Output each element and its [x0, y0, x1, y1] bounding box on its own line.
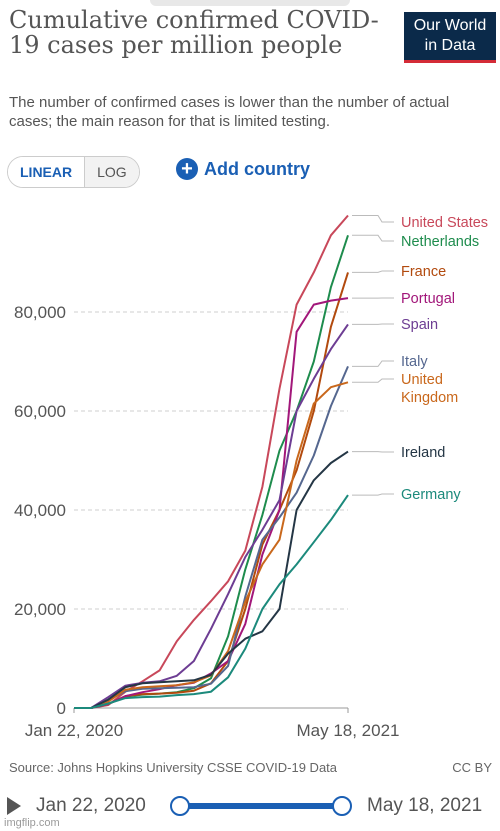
y-tick-label: 0 — [57, 699, 66, 718]
series-line-portugal[interactable] — [74, 297, 349, 709]
y-tick-label: 60,000 — [14, 402, 66, 421]
owid-logo[interactable]: Our World in Data — [404, 12, 496, 63]
series-line-ireland[interactable] — [74, 450, 349, 709]
timeline-end-label: May 18, 2021 — [367, 795, 483, 816]
label-leader-line — [352, 493, 394, 496]
chart-title: Cumulative confirmed COVID-19 cases per … — [9, 6, 379, 59]
license-label[interactable]: CC BY — [452, 760, 492, 775]
top-bar — [150, 0, 350, 6]
line-chart: 0 20,000 40,000 60,000 80,000 Jan 22, 2020 May… — [14, 214, 488, 740]
logo-line-1: Our World — [413, 17, 487, 34]
y-tick-label: 80,000 — [14, 303, 66, 322]
series-line-germany[interactable] — [74, 494, 349, 709]
watermark: imgflip.com — [4, 817, 60, 829]
linear-toggle-button[interactable]: LINEAR — [8, 157, 86, 187]
series-label-united-kingdom[interactable]: United — [401, 372, 443, 388]
series-line-france[interactable] — [74, 272, 349, 709]
y-tick-label: 40,000 — [14, 501, 66, 520]
timeline-start-handle[interactable] — [170, 796, 190, 816]
timeline-end-handle[interactable] — [332, 796, 352, 816]
timeline-track[interactable] — [180, 803, 342, 809]
logo-line-2: in Data — [424, 37, 476, 54]
series-label-germany[interactable]: Germany — [401, 487, 461, 503]
series-label-spain[interactable]: Spain — [401, 317, 438, 333]
series-label-ireland[interactable]: Ireland — [401, 445, 445, 461]
series-line-spain[interactable] — [74, 323, 349, 709]
log-toggle-button[interactable]: LOG — [85, 157, 139, 187]
series-label-france[interactable]: France — [401, 264, 446, 280]
x-tick-label: Jan 22, 2020 — [25, 721, 123, 740]
plus-circle-icon: + — [176, 158, 198, 180]
add-country-button[interactable]: + Add country — [176, 158, 310, 180]
x-tick-label: May 18, 2021 — [296, 721, 399, 740]
series-line-united-kingdom[interactable] — [74, 381, 349, 709]
chart-subtitle: The number of confirmed cases is lower t… — [9, 94, 450, 130]
label-leader-line — [352, 215, 394, 223]
series-label-italy[interactable]: Italy — [401, 354, 428, 370]
label-leader-line — [352, 270, 394, 273]
source-note[interactable]: Source: Johns Hopkins University CSSE CO… — [9, 760, 338, 775]
y-tick-label: 20,000 — [14, 600, 66, 619]
play-icon[interactable] — [7, 797, 21, 815]
series-label-united-kingdom[interactable]: Kingdom — [401, 390, 458, 406]
label-leader-line — [352, 234, 394, 242]
scale-toggle: LINEAR LOG — [7, 156, 140, 188]
series-label-netherlands[interactable]: Netherlands — [401, 234, 479, 250]
series-line-united-states[interactable] — [74, 214, 349, 709]
timeline-start-label: Jan 22, 2020 — [36, 795, 146, 816]
label-leader-line — [352, 378, 394, 383]
series-label-portugal[interactable]: Portugal — [401, 291, 455, 307]
label-leader-line — [352, 360, 394, 367]
series-label-united-states[interactable]: United States — [401, 215, 488, 231]
add-country-label: Add country — [204, 158, 310, 179]
series-line-italy[interactable] — [74, 366, 349, 709]
